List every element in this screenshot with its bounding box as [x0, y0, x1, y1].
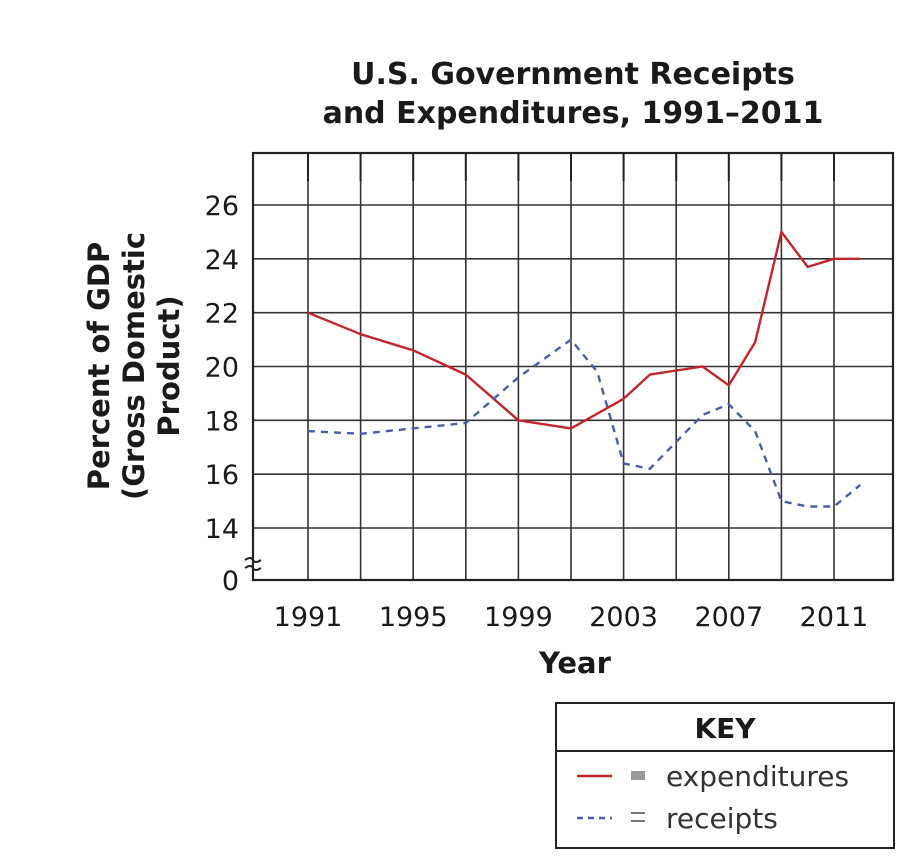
x-tick-label: 2007 — [694, 602, 763, 633]
y-tick-label: 24 — [205, 245, 239, 276]
legend-receipts-marker-bottom — [631, 820, 645, 822]
y-tick-label: 26 — [205, 191, 239, 222]
axis-break-mark — [244, 557, 262, 571]
x-axis-label: Year — [538, 646, 612, 680]
legend-expenditures-label: expenditures — [666, 760, 849, 793]
y-axis-label-line-2: (Gross Domestic — [117, 232, 151, 500]
series-line-receipts — [307, 338, 862, 508]
y-axis-label: Percent of GDP (Gross Domestic Product) — [82, 232, 186, 500]
x-tick-label: 2011 — [800, 602, 869, 633]
y-tick-label: 16 — [205, 460, 239, 491]
x-tick-label: 1999 — [484, 602, 553, 633]
legend-receipts-marker-top — [631, 812, 645, 814]
y-tick-label: 22 — [205, 299, 239, 330]
legend-frame — [555, 702, 895, 849]
legend-receipts-label: receipts — [666, 802, 778, 835]
legend-title: KEY — [694, 712, 756, 745]
plot-grid — [244, 151, 895, 582]
y-tick-label: 20 — [205, 353, 239, 384]
series-line-expenditures — [307, 230, 861, 430]
y-tick-label: 0 — [222, 566, 239, 597]
legend-expenditures-marker — [631, 771, 645, 780]
x-tick-label: 1991 — [274, 602, 343, 633]
chart-title-line-2: and Expenditures, 1991–2011 — [323, 96, 824, 131]
plot-series — [307, 230, 862, 508]
plot-frame — [251, 151, 895, 582]
x-tick-label: 1995 — [379, 602, 448, 633]
legend: KEY expenditures receipts — [555, 702, 895, 849]
y-tick-label: 18 — [205, 406, 239, 437]
x-tick-label: 2003 — [589, 602, 658, 633]
y-axis-label-line-3: Product) — [152, 295, 186, 436]
y-tick-label: 14 — [205, 514, 239, 545]
y-axis-label-line-1: Percent of GDP — [82, 242, 116, 490]
chart-title-line-1: U.S. Government Receipts — [351, 57, 795, 92]
plot-ticks: 0 14 16 18 20 22 24 26 1991 1995 1999 2003 2007 2011 — [205, 191, 869, 633]
